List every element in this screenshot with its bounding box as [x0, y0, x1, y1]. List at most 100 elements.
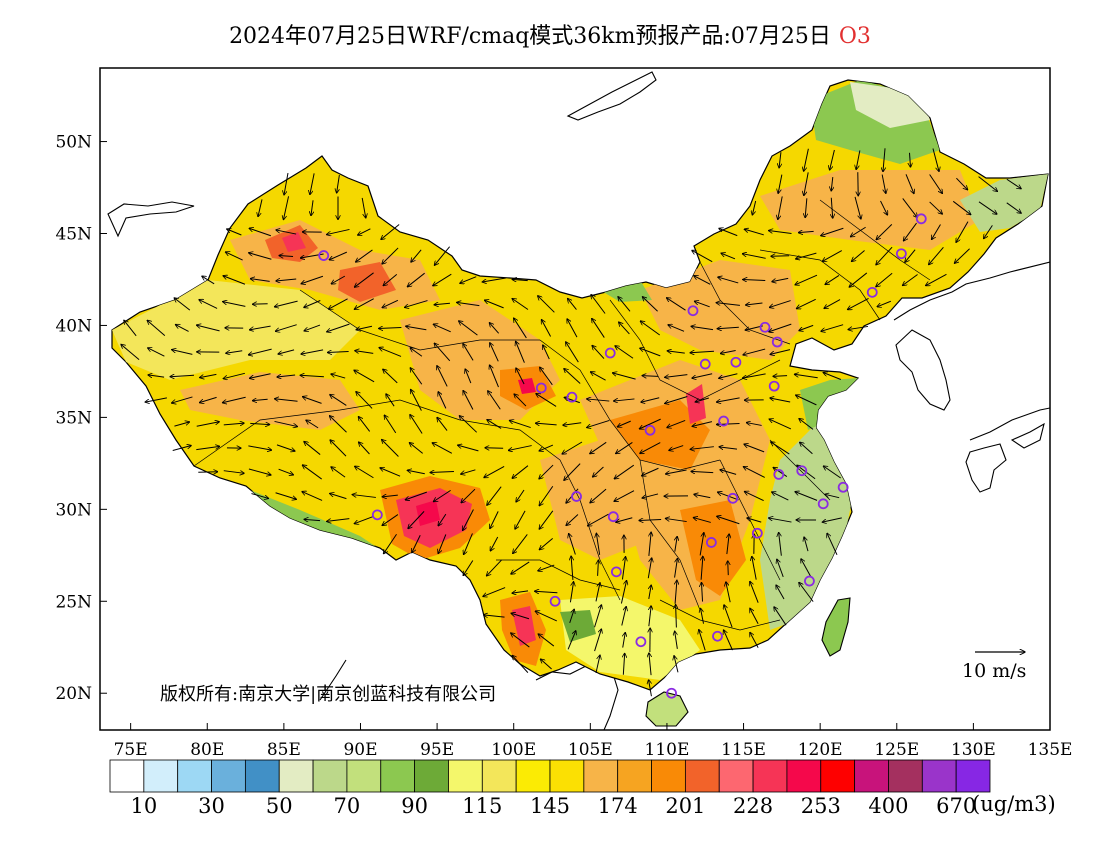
wind-vector: [719, 447, 738, 449]
wind-vector: [675, 631, 678, 649]
wind-vector: [804, 172, 809, 195]
wind-vector: [222, 396, 246, 402]
wind-vector: [487, 486, 502, 506]
wind-vector: [903, 222, 917, 241]
wind-vector: [567, 631, 576, 650]
wind-vector: [743, 280, 766, 281]
wind-vector: [301, 349, 324, 354]
colorbar-swatch: [211, 759, 246, 793]
lon-tick-label: 90E: [343, 740, 377, 760]
wind-vector: [594, 629, 602, 652]
wind-vector: [801, 559, 812, 578]
wind-vector: [354, 272, 374, 287]
wind-vector: [769, 518, 792, 523]
wind-vector: [356, 249, 373, 262]
station-marker: [915, 213, 927, 225]
wind-vector: [744, 444, 765, 453]
station-marker: [751, 527, 763, 539]
wind-vector: [880, 200, 888, 215]
wind-vector: [728, 561, 729, 576]
wind-vector: [331, 467, 346, 478]
wind-vector: [665, 469, 687, 474]
wind-vector: [148, 348, 165, 357]
colorbar-swatch: [955, 759, 991, 793]
wind-vector: [196, 446, 219, 451]
station-marker: [773, 468, 785, 480]
wind-vector: [225, 252, 243, 261]
zone-central-red: [610, 400, 710, 470]
wind-vector: [666, 298, 686, 311]
wind-vector: [535, 423, 557, 425]
lat-tick-label: 30N: [55, 500, 92, 520]
wind-vector: [511, 613, 530, 620]
species-label: O3: [838, 24, 871, 49]
wind-vector: [592, 318, 605, 338]
colorbar-swatch: [583, 759, 619, 793]
wind-vector: [800, 442, 813, 455]
wind-vector: [248, 445, 271, 450]
concentration-field: [111, 79, 1049, 727]
wind-vector: [700, 608, 705, 624]
wind-vector: [744, 491, 764, 502]
wind-vector: [795, 274, 818, 285]
wind-vector: [434, 246, 450, 266]
wind-vector: [770, 349, 791, 355]
wind-vector: [174, 298, 191, 311]
wind-vector: [769, 323, 792, 332]
colorbar-label: 90: [401, 794, 428, 818]
wind-vector: [302, 492, 323, 501]
wind-vector: [438, 513, 447, 526]
zone-turpan-red: [338, 262, 396, 302]
map-plot-area: [107, 71, 1050, 730]
wind-vector: [742, 254, 766, 259]
wind-vector: [330, 395, 347, 406]
wind-vector: [595, 655, 600, 674]
wind-vector: [278, 349, 295, 354]
wind-vector: [750, 581, 759, 603]
wind-vector: [196, 325, 220, 332]
wind-vector: [514, 318, 527, 339]
wind-vector: [649, 653, 651, 676]
zone-north-orange: [640, 260, 800, 360]
wind-vector: [778, 174, 783, 194]
wind-vector: [409, 443, 424, 454]
wind-vector: [693, 518, 711, 523]
colorbar-swatch: [617, 759, 652, 793]
wind-vector: [512, 655, 529, 673]
wind-vector: [379, 327, 402, 328]
wind-vector: [614, 464, 635, 479]
colorbar-unit: (ug/m3): [972, 792, 1056, 816]
latitude-ticks: 20N 25N 30N 35N 40N 45N 50N: [55, 133, 107, 704]
wind-vector: [412, 535, 421, 553]
wind-vector: [692, 421, 713, 427]
wind-vector: [437, 417, 448, 431]
wind-vector: [592, 345, 605, 359]
coastlines: [107, 71, 1050, 730]
wind-vector: [463, 509, 474, 531]
wind-vector: [821, 324, 844, 332]
zone-yunnan-crimson: [512, 606, 536, 646]
wind-vector: [516, 489, 525, 502]
wind-vector: [463, 560, 474, 575]
wind-vector: [408, 511, 425, 528]
wind-vector: [175, 325, 189, 332]
map-frame: [99, 67, 1051, 731]
wind-vector: [352, 495, 376, 498]
lon-tick-label: 120E: [798, 740, 843, 760]
lat-tick-label: 50N: [55, 133, 92, 153]
wind-vector: [276, 279, 297, 281]
wind-vector: [639, 520, 662, 521]
wind-vector: [799, 324, 814, 330]
wind-vector: [566, 514, 579, 526]
wind-vector: [145, 397, 167, 402]
wind-vector: [641, 397, 660, 402]
wind-vector: [674, 656, 679, 673]
wind-vector: [434, 343, 451, 362]
wind-vector: [301, 275, 324, 283]
wind-vector: [642, 493, 659, 498]
wind-vector: [827, 533, 838, 556]
wind-vector: [854, 196, 861, 219]
wind-vector: [459, 321, 478, 336]
wind-vector: [721, 253, 736, 260]
wind-vector: [623, 632, 626, 648]
